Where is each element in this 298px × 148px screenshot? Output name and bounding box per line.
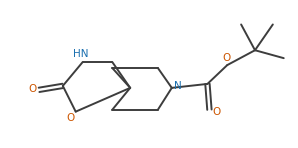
Text: O: O [28,84,36,94]
Text: O: O [67,113,75,123]
Text: O: O [222,53,230,63]
Text: HN: HN [73,49,89,59]
Text: O: O [212,107,221,117]
Text: N: N [174,81,181,91]
